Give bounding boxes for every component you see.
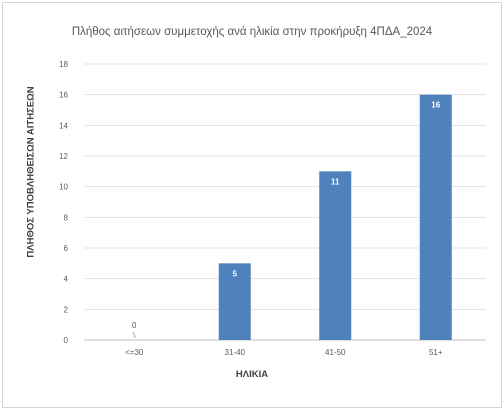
x-axis-label: ΗΛΙΚΙΑ xyxy=(235,369,269,380)
x-tick-label: 41-50 xyxy=(325,348,346,357)
y-tick-label: 8 xyxy=(64,213,69,222)
y-tick-label: 4 xyxy=(64,275,69,284)
data-label: 5 xyxy=(233,269,238,278)
bar xyxy=(419,94,452,341)
data-label: 11 xyxy=(331,177,340,186)
x-tick-label: 51+ xyxy=(429,348,443,357)
bar xyxy=(319,171,352,340)
data-label: 0 xyxy=(132,321,137,330)
y-tick-label: 10 xyxy=(59,183,68,192)
chart-title: Πλήθος αιτήσεων συμμετοχής ανά ηλικία στ… xyxy=(71,26,433,38)
y-tick-label: 2 xyxy=(64,305,69,314)
y-tick-label: 16 xyxy=(59,91,68,100)
y-tick-label: 0 xyxy=(64,336,69,345)
x-tick-label: <=30 xyxy=(125,348,144,357)
x-tick-label: 31-40 xyxy=(225,348,246,357)
data-label: 16 xyxy=(431,101,440,110)
y-tick-label: 18 xyxy=(59,60,68,69)
y-tick-label: 12 xyxy=(59,152,68,161)
y-tick-label: 6 xyxy=(64,244,69,253)
y-tick-label: 14 xyxy=(59,121,68,130)
bar xyxy=(218,263,251,340)
data-label-leader xyxy=(132,331,136,339)
